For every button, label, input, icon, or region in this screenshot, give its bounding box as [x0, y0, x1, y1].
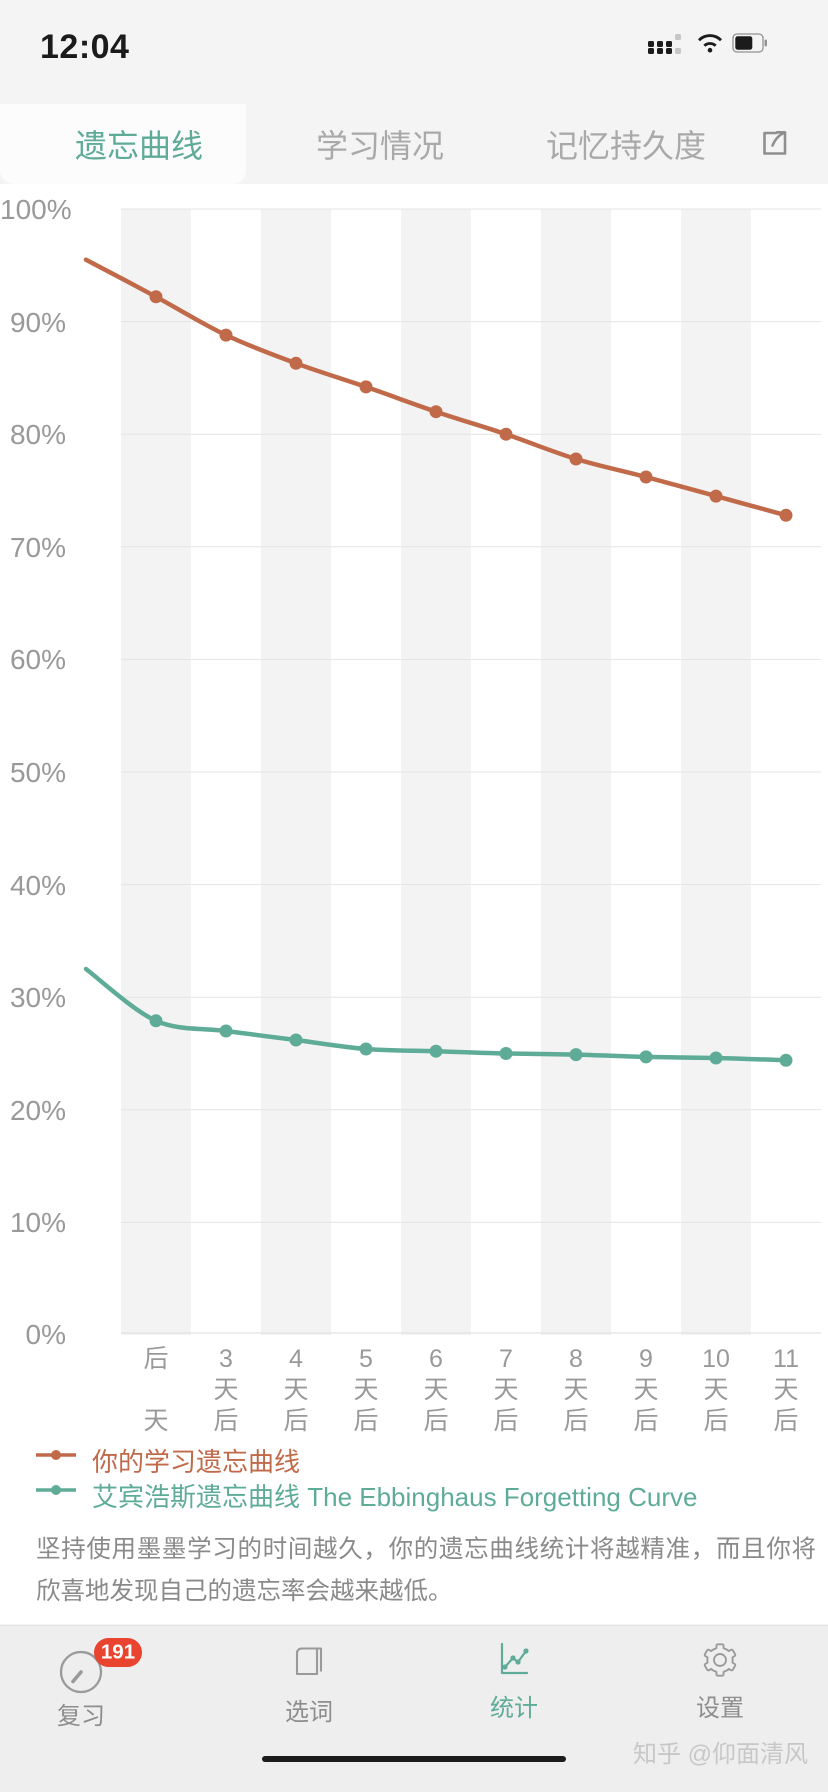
svg-text:191: 191 — [101, 1641, 135, 1664]
